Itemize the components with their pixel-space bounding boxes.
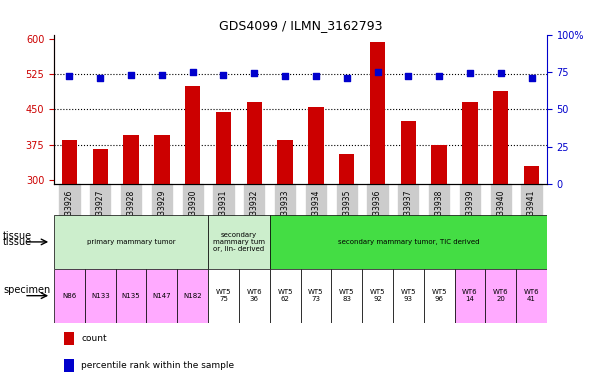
Bar (486, 269, 516, 323)
Bar (424, 269, 454, 323)
Point (157, 72, 166, 78)
Text: WT5
93: WT5 93 (400, 289, 416, 302)
Text: WT5
75: WT5 75 (216, 289, 231, 302)
Text: WT6
41: WT6 41 (523, 289, 539, 302)
Text: WT5
96: WT5 96 (432, 289, 447, 302)
Bar (270, 215, 547, 269)
Point (342, 75, 352, 81)
Bar (246, 103, 262, 184)
Text: WT5
62: WT5 62 (277, 289, 293, 302)
Text: count: count (81, 334, 107, 343)
Text: primary mammary tumor: primary mammary tumor (87, 239, 175, 245)
Text: tissue: tissue (3, 237, 32, 247)
Text: N182: N182 (183, 293, 202, 299)
Bar (216, 112, 231, 184)
Bar (64, 332, 74, 345)
Text: WT6
20: WT6 20 (493, 289, 508, 302)
Bar (278, 140, 293, 184)
Bar (208, 215, 270, 269)
Point (96, 75, 105, 81)
Point (280, 73, 290, 79)
Text: WT5
92: WT5 92 (370, 289, 385, 302)
Bar (208, 269, 239, 323)
Point (403, 73, 413, 79)
Bar (454, 269, 486, 323)
Title: GDS4099 / ILMN_3162793: GDS4099 / ILMN_3162793 (219, 19, 382, 32)
Text: WT6
36: WT6 36 (246, 289, 262, 302)
Bar (524, 166, 539, 184)
Bar (401, 121, 416, 184)
Text: N135: N135 (122, 293, 141, 299)
Bar (54, 215, 208, 269)
Bar (147, 269, 177, 323)
Point (126, 72, 136, 78)
Bar (331, 269, 362, 323)
Bar (339, 154, 355, 184)
Bar (54, 269, 85, 323)
Bar (516, 269, 547, 323)
Bar (300, 269, 331, 323)
Bar (239, 269, 270, 323)
Bar (370, 41, 385, 184)
Text: WT5
83: WT5 83 (339, 289, 355, 302)
Bar (493, 91, 508, 184)
Text: N147: N147 (153, 293, 171, 299)
Text: N86: N86 (63, 293, 76, 299)
Bar (462, 103, 478, 184)
Point (435, 73, 444, 79)
Point (65, 73, 75, 79)
Point (249, 70, 259, 76)
Text: N133: N133 (91, 293, 109, 299)
Bar (362, 269, 393, 323)
Point (465, 70, 475, 76)
Text: tissue: tissue (3, 231, 32, 241)
Point (311, 73, 321, 79)
Point (496, 70, 505, 76)
Bar (64, 359, 74, 372)
Bar (85, 269, 115, 323)
Text: specimen: specimen (3, 285, 50, 295)
Point (526, 75, 536, 81)
Point (219, 72, 228, 78)
Bar (177, 269, 208, 323)
Bar (270, 269, 300, 323)
Bar (115, 269, 147, 323)
Text: percentile rank within the sample: percentile rank within the sample (81, 361, 234, 370)
Text: WT5
73: WT5 73 (308, 289, 324, 302)
Bar (62, 140, 77, 184)
Text: WT6
14: WT6 14 (462, 289, 478, 302)
Bar (93, 149, 108, 184)
Bar (185, 86, 200, 184)
Text: secondary
mammary tum
or, lin- derived: secondary mammary tum or, lin- derived (213, 232, 265, 252)
Bar (123, 135, 139, 184)
Bar (432, 144, 447, 184)
Point (188, 69, 198, 75)
Text: secondary mammary tumor, TIC derived: secondary mammary tumor, TIC derived (338, 239, 479, 245)
Bar (393, 269, 424, 323)
Bar (308, 107, 323, 184)
Point (373, 69, 382, 75)
Bar (154, 135, 169, 184)
